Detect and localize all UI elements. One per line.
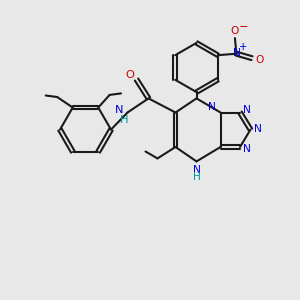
- Text: N: N: [115, 105, 123, 115]
- Text: N: N: [243, 105, 251, 115]
- Text: O: O: [231, 26, 239, 36]
- Text: O: O: [255, 55, 264, 65]
- Text: N: N: [254, 124, 262, 134]
- Text: N: N: [243, 144, 251, 154]
- Text: H: H: [120, 115, 128, 125]
- Text: −: −: [238, 22, 248, 32]
- Text: O: O: [125, 70, 134, 80]
- Text: N: N: [193, 165, 201, 175]
- Text: N: N: [233, 48, 241, 59]
- Text: H: H: [193, 172, 201, 182]
- Text: +: +: [239, 42, 247, 52]
- Text: N: N: [208, 102, 216, 112]
